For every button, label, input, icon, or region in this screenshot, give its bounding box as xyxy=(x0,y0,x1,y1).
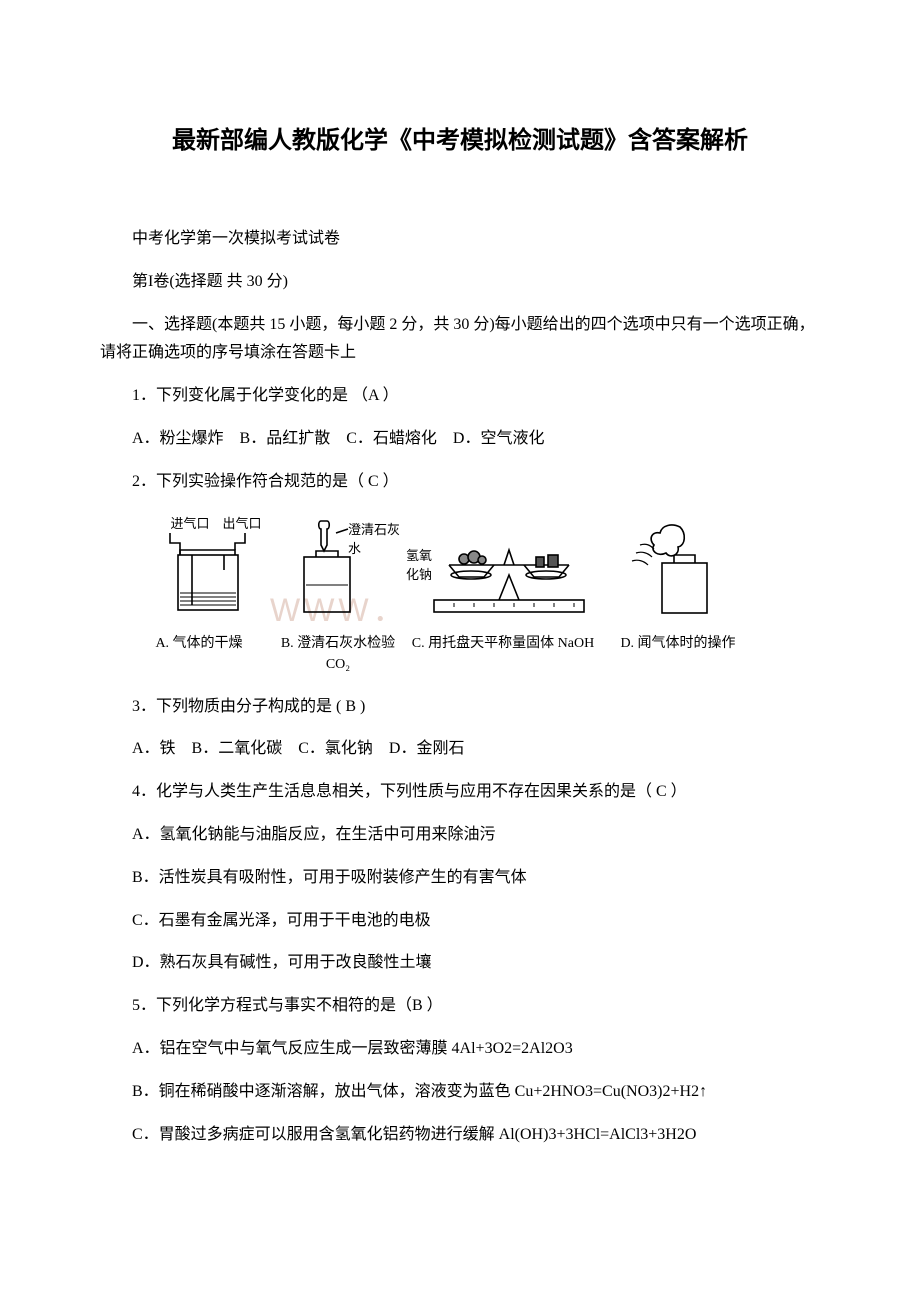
question-5-a: A．铝在空气中与氧气反应生成一层致密薄膜 4Al+3O2=2Al2O3 xyxy=(100,1035,820,1064)
figure-a: 进气口 出气口 xyxy=(150,515,278,625)
caption-a: A. 气体的干燥 xyxy=(130,633,268,675)
question-5-b: B．铜在稀硝酸中逐渐溶解，放出气体，溶液变为蓝色 Cu+2HNO3=Cu(NO3… xyxy=(100,1078,820,1107)
caption-d: D. 闻气体时的操作 xyxy=(598,633,758,675)
figure-d xyxy=(612,515,722,625)
figure-c: 氢氧化钠 xyxy=(414,515,604,625)
figure-b-top-label: 澄清石灰水 xyxy=(348,519,404,557)
caption-c: C. 用托盘天平称量固体 NaOH xyxy=(408,633,598,675)
figure-a-top-label: 进气口 出气口 xyxy=(156,513,276,532)
question-5-c: C．胃酸过多病症可以服用含氢氧化铝药物进行缓解 Al(OH)3+3HCl=AlC… xyxy=(100,1121,820,1150)
question-4-d: D．熟石灰具有碱性，可用于改良酸性土壤 xyxy=(100,949,820,978)
caption-row: A. 气体的干燥 B. 澄清石灰水检验 CO₂ C. 用托盘天平称量固体 NaO… xyxy=(130,633,820,675)
question-3-options: A．铁 B．二氧化碳 C．氯化钠 D．金刚石 xyxy=(100,735,820,764)
caption-b: B. 澄清石灰水检验 CO₂ xyxy=(268,633,408,675)
question-4: 4．化学与人类生产生活息息相关，下列性质与应用不存在因果关系的是（ C ） xyxy=(100,778,820,807)
question-3: 3．下列物质由分子构成的是 ( B ) xyxy=(100,693,820,722)
figure-b: 澄清石灰水 xyxy=(286,515,406,625)
intro-line-1: 中考化学第一次模拟考试试卷 xyxy=(100,225,820,254)
intro-line-2: 第I卷(选择题 共 30 分) xyxy=(100,268,820,297)
question-2: 2．下列实验操作符合规范的是（ C ） xyxy=(100,468,820,497)
section-header: 一、选择题(本题共 15 小题，每小题 2 分，共 30 分)每小题给出的四个选… xyxy=(100,311,820,369)
question-1-options: A．粉尘爆炸 B．品红扩散 C．石蜡熔化 D．空气液化 xyxy=(100,425,820,454)
smell-gas-icon xyxy=(612,515,722,625)
question-4-b: B．活性炭具有吸附性，可用于吸附装修产生的有害气体 xyxy=(100,864,820,893)
figure-row: WWW． 进气口 出气口 澄清石灰水 xyxy=(150,515,820,625)
question-1: 1．下列变化属于化学变化的是 （A ） xyxy=(100,382,820,411)
balance-icon xyxy=(414,515,604,625)
question-4-a: A．氢氧化钠能与油脂反应，在生活中可用来除油污 xyxy=(100,821,820,850)
figure-c-side-label: 氢氧化钠 xyxy=(406,545,442,583)
question-5: 5．下列化学方程式与事实不相符的是（B ） xyxy=(100,992,820,1021)
question-4-c: C．石墨有金属光泽，可用于干电池的电极 xyxy=(100,907,820,936)
page-title: 最新部编人教版化学《中考模拟检测试题》含答案解析 xyxy=(100,120,820,155)
